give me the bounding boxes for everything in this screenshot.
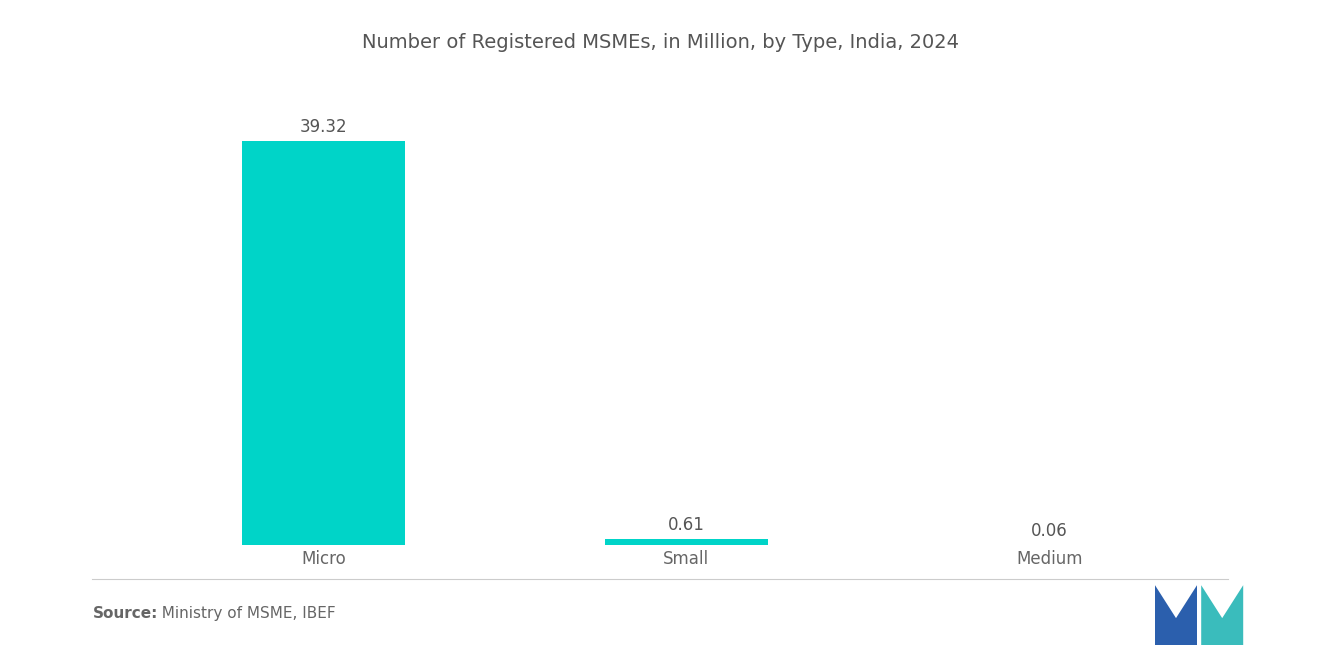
Polygon shape [1155, 585, 1197, 645]
Bar [605, 539, 768, 545]
Polygon shape [1201, 585, 1243, 645]
Text: 39.32: 39.32 [300, 118, 347, 136]
Bar [242, 141, 405, 545]
Text: Ministry of MSME, IBEF: Ministry of MSME, IBEF [152, 606, 335, 622]
Text: 0.61: 0.61 [668, 516, 705, 534]
Text: 0.06: 0.06 [1031, 521, 1068, 539]
Text: Source:: Source: [92, 606, 158, 622]
Text: Number of Registered MSMEs, in Million, by Type, India, 2024: Number of Registered MSMEs, in Million, … [362, 33, 958, 53]
